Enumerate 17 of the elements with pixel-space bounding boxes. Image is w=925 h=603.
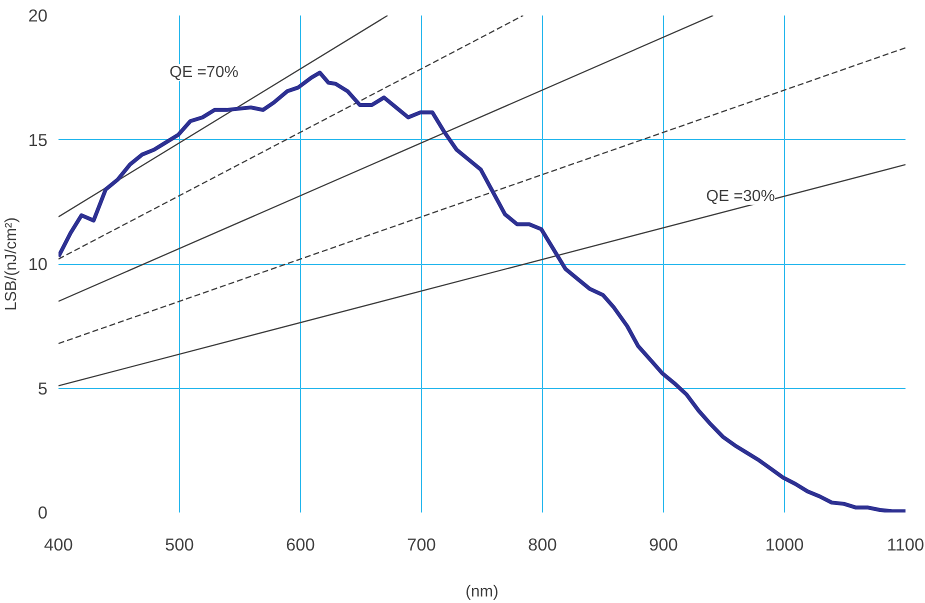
x-axis-title: (nm) bbox=[466, 584, 498, 600]
y-tick-label: 5 bbox=[38, 378, 48, 398]
y-axis-title: LSB/(nJ/cm²) bbox=[3, 217, 20, 311]
x-tick-label: 400 bbox=[44, 534, 73, 554]
x-tick-label: 1000 bbox=[765, 534, 804, 554]
y-tick-label: 15 bbox=[28, 130, 48, 150]
y-tick-label: 0 bbox=[38, 502, 48, 522]
y-tick-label: 20 bbox=[28, 6, 48, 26]
annotation: QE =30% bbox=[706, 188, 776, 205]
y-tick-label: 10 bbox=[28, 254, 48, 274]
x-tick-label: 600 bbox=[286, 534, 315, 554]
x-tick-label: 500 bbox=[165, 534, 194, 554]
x-tick-label: 700 bbox=[407, 534, 436, 554]
x-tick-label: 1100 bbox=[886, 534, 924, 554]
annotation: QE =70% bbox=[170, 64, 238, 82]
x-tick-label: 900 bbox=[649, 534, 678, 554]
x-tick-label: 800 bbox=[528, 534, 557, 554]
